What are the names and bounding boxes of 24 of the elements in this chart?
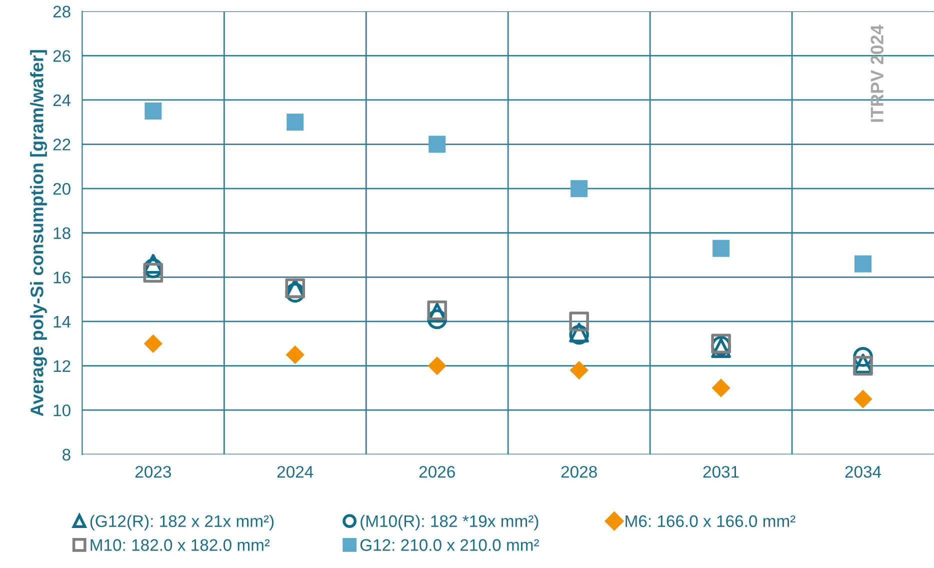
y-tick-label: 20 xyxy=(53,182,70,195)
y-tick-label: 10 xyxy=(54,404,70,416)
y-axis-title: Average poly-Si consumption [gram/wafer] xyxy=(30,50,47,416)
y-tick-label: 8 xyxy=(62,448,70,461)
legend-label: M6: 166.0 x 166.0 mm² xyxy=(626,515,796,528)
y-tick-label: 16 xyxy=(54,272,70,284)
x-tick-label: 2031 xyxy=(703,466,739,478)
x-tick-label: 2028 xyxy=(561,466,597,478)
x-tick-label: 2024 xyxy=(277,466,314,478)
x-tick-label: 2026 xyxy=(419,466,455,478)
x-tick-label: 2023 xyxy=(135,466,171,478)
y-tick-label: 12 xyxy=(54,360,70,372)
y-tick-label: 22 xyxy=(53,138,70,150)
legend-label: (M10(R): 182 *19x mm²) xyxy=(360,514,538,530)
y-tick-label: 24 xyxy=(53,94,71,106)
y-tick-label: 26 xyxy=(53,50,70,62)
legend-label: G12: 210.0 x 210.0 mm² xyxy=(360,539,539,551)
legend-label: (G12(R): 182 x 21x mm²) xyxy=(90,514,274,530)
annotation: ITRPV 2024 xyxy=(870,24,884,122)
legend-label: M10: 182.0 x 182.0 mm² xyxy=(90,539,270,551)
x-tick-label: 2034 xyxy=(845,466,882,478)
y-tick-label: 18 xyxy=(54,227,70,240)
y-tick-label: 28 xyxy=(53,6,70,18)
y-tick-label: 14 xyxy=(54,316,71,328)
